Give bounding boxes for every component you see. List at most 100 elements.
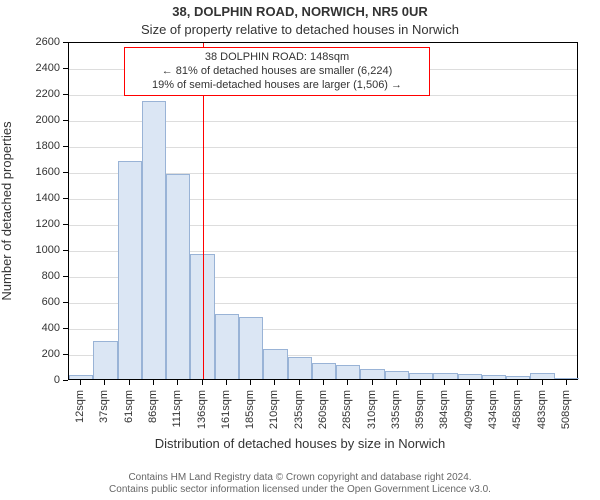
x-tick-mark: [566, 380, 567, 385]
bar: [215, 314, 239, 379]
y-tick-label: 600: [28, 296, 60, 308]
bar: [506, 376, 530, 379]
bar: [482, 375, 506, 379]
x-tick-mark: [202, 380, 203, 385]
x-tick-mark: [104, 380, 105, 385]
bar: [69, 375, 93, 379]
x-tick-mark: [129, 380, 130, 385]
y-tick-label: 2000: [28, 114, 60, 126]
x-tick-label: 111sqm: [171, 390, 183, 428]
y-tick-label: 1400: [28, 192, 60, 204]
callout-line1: 38 DOLPHIN ROAD: 148sqm: [131, 51, 423, 65]
callout-line2: ← 81% of detached houses are smaller (6,…: [131, 65, 423, 79]
callout-line3: 19% of semi-detached houses are larger (…: [131, 79, 423, 93]
x-tick-mark: [444, 380, 445, 385]
bar: [360, 369, 384, 379]
bar: [336, 365, 360, 379]
x-tick-label: 285sqm: [341, 390, 353, 429]
bar: [288, 357, 312, 379]
x-tick-mark: [396, 380, 397, 385]
y-tick-mark: [63, 42, 68, 43]
bar: [166, 174, 190, 379]
y-tick-mark: [63, 276, 68, 277]
x-tick-label: 136sqm: [196, 390, 208, 429]
y-axis-title: Number of detached properties: [0, 121, 14, 300]
bar: [312, 363, 336, 379]
x-tick-label: 185sqm: [244, 390, 256, 429]
x-tick-mark: [420, 380, 421, 385]
title-address: 38, DOLPHIN ROAD, NORWICH, NR5 0UR: [0, 4, 600, 19]
bar: [385, 371, 409, 379]
x-tick-label: 434sqm: [487, 390, 499, 429]
x-tick-label: 161sqm: [220, 390, 232, 429]
bar: [118, 161, 142, 379]
y-tick-mark: [63, 172, 68, 173]
y-tick-mark: [63, 146, 68, 147]
bar: [555, 378, 579, 379]
y-tick-label: 1000: [28, 244, 60, 256]
y-tick-label: 2200: [28, 88, 60, 100]
bar: [93, 341, 117, 379]
y-tick-label: 2400: [28, 62, 60, 74]
x-tick-label: 359sqm: [414, 390, 426, 429]
x-tick-mark: [469, 380, 470, 385]
footer: Contains HM Land Registry data © Crown c…: [0, 472, 600, 496]
y-tick-mark: [63, 94, 68, 95]
x-tick-label: 384sqm: [438, 390, 450, 429]
x-tick-mark: [80, 380, 81, 385]
bar: [142, 101, 166, 379]
bar: [409, 373, 433, 380]
bar: [263, 349, 287, 379]
y-tick-label: 1600: [28, 166, 60, 178]
y-tick-label: 200: [28, 348, 60, 360]
x-tick-mark: [323, 380, 324, 385]
x-tick-label: 235sqm: [293, 390, 305, 429]
y-tick-mark: [63, 198, 68, 199]
y-tick-mark: [63, 380, 68, 381]
bar: [433, 373, 457, 379]
y-tick-label: 0: [28, 374, 60, 386]
x-tick-mark: [226, 380, 227, 385]
y-tick-mark: [63, 224, 68, 225]
x-axis-title: Distribution of detached houses by size …: [0, 436, 600, 451]
y-tick-mark: [63, 250, 68, 251]
chart-root: 38, DOLPHIN ROAD, NORWICH, NR5 0UR Size …: [0, 0, 600, 500]
bar: [239, 317, 263, 379]
x-tick-mark: [347, 380, 348, 385]
x-tick-label: 458sqm: [511, 390, 523, 429]
callout-box: 38 DOLPHIN ROAD: 148sqm ← 81% of detache…: [124, 47, 430, 96]
x-tick-mark: [177, 380, 178, 385]
x-tick-mark: [153, 380, 154, 385]
footer-line2: Contains public sector information licen…: [0, 484, 600, 496]
x-tick-label: 335sqm: [390, 390, 402, 429]
y-tick-label: 1800: [28, 140, 60, 152]
footer-line1: Contains HM Land Registry data © Crown c…: [0, 472, 600, 484]
x-tick-mark: [299, 380, 300, 385]
y-tick-label: 2600: [28, 36, 60, 48]
x-tick-label: 483sqm: [536, 390, 548, 429]
y-tick-mark: [63, 302, 68, 303]
x-tick-mark: [274, 380, 275, 385]
y-tick-mark: [63, 68, 68, 69]
x-tick-mark: [250, 380, 251, 385]
x-tick-mark: [372, 380, 373, 385]
bar: [458, 374, 482, 379]
y-tick-mark: [63, 328, 68, 329]
y-tick-label: 400: [28, 322, 60, 334]
x-tick-label: 210sqm: [268, 390, 280, 429]
x-tick-label: 12sqm: [74, 390, 86, 423]
x-tick-label: 61sqm: [123, 390, 135, 423]
y-tick-label: 800: [28, 270, 60, 282]
bar: [530, 373, 554, 380]
y-tick-label: 1200: [28, 218, 60, 230]
x-tick-mark: [517, 380, 518, 385]
y-tick-mark: [63, 120, 68, 121]
x-tick-label: 37sqm: [98, 390, 110, 423]
y-tick-mark: [63, 354, 68, 355]
x-tick-label: 310sqm: [366, 390, 378, 429]
x-tick-label: 260sqm: [317, 390, 329, 429]
title-subtitle: Size of property relative to detached ho…: [0, 22, 600, 37]
x-tick-mark: [493, 380, 494, 385]
x-tick-label: 508sqm: [560, 390, 572, 429]
x-tick-label: 86sqm: [147, 390, 159, 423]
